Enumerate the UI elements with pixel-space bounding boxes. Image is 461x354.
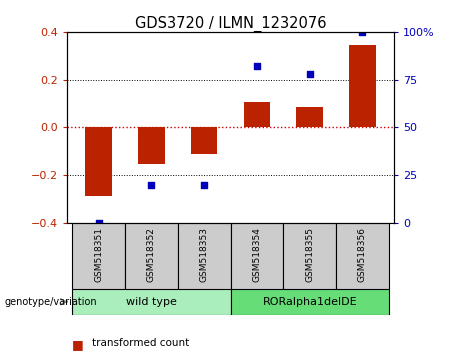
Bar (349, 45, 376, 127)
Bar (296, 107, 323, 127)
Bar (125, 223, 177, 289)
Bar (177, 223, 230, 289)
Bar (336, 223, 389, 289)
Bar (138, 127, 165, 165)
Point (306, 71, 313, 77)
Text: wild type: wild type (126, 297, 177, 307)
Text: RORalpha1delDE: RORalpha1delDE (262, 297, 357, 307)
Point (148, 182, 155, 188)
Title: GDS3720 / ILMN_1232076: GDS3720 / ILMN_1232076 (135, 16, 326, 32)
Point (359, 29, 366, 35)
Text: GSM518352: GSM518352 (147, 227, 156, 282)
Bar (85, 127, 112, 195)
Point (253, 63, 260, 69)
Text: genotype/variation: genotype/variation (5, 297, 97, 307)
Text: GSM518353: GSM518353 (200, 227, 209, 282)
Text: GSM518354: GSM518354 (252, 227, 261, 282)
Bar (72, 289, 230, 315)
Bar (230, 289, 389, 315)
Point (95, 220, 102, 226)
Point (201, 182, 208, 188)
Bar (72, 223, 125, 289)
Bar (230, 223, 284, 289)
Bar (284, 223, 336, 289)
Text: GSM518356: GSM518356 (358, 227, 367, 282)
Bar (191, 127, 217, 154)
Text: GSM518351: GSM518351 (94, 227, 103, 282)
Bar (244, 102, 270, 127)
Text: GSM518355: GSM518355 (305, 227, 314, 282)
Text: transformed count: transformed count (92, 338, 189, 348)
Text: ■: ■ (71, 338, 83, 351)
